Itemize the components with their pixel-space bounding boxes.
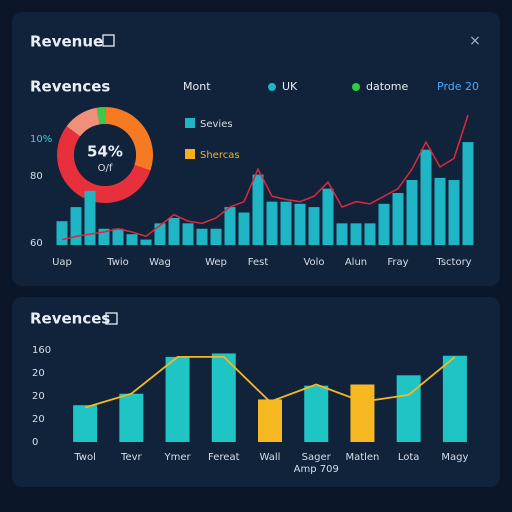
bar <box>462 142 474 245</box>
bar <box>420 149 432 245</box>
bar <box>308 207 320 245</box>
y-tick-label: 20 <box>32 368 45 379</box>
x-tick-label: Wag <box>149 257 171 268</box>
x-tick-label: Uap <box>52 257 72 268</box>
bar <box>378 203 390 245</box>
donut-segment <box>96 107 106 125</box>
link[interactable]: Prde 20 <box>437 80 479 93</box>
annotation: Amp 709 <box>294 464 339 475</box>
bar <box>304 385 329 442</box>
x-tick-label: Tevr <box>120 452 142 463</box>
donut-segment <box>105 107 153 171</box>
bar <box>364 223 376 245</box>
bar <box>252 174 264 245</box>
bar <box>211 353 236 442</box>
bar <box>182 223 194 245</box>
bar <box>258 399 282 442</box>
y-tick-label: 160 <box>32 345 51 356</box>
legend-label: Sevies <box>200 119 233 130</box>
x-tick-label: Wall <box>260 452 281 463</box>
x-tick-label: Wep <box>205 257 227 268</box>
panel-title: Revences <box>30 310 110 328</box>
x-tick-label: Sager <box>302 452 332 463</box>
donut-segment <box>66 107 100 137</box>
x-tick-label: Fereat <box>208 452 240 463</box>
bar <box>210 228 222 245</box>
donut-center-label: 54% <box>87 143 123 161</box>
bar <box>73 405 98 442</box>
donut-segment <box>57 126 151 204</box>
line <box>84 355 456 409</box>
bar <box>168 217 180 245</box>
bar <box>238 212 250 245</box>
legend-label: Shercas <box>200 150 240 161</box>
icon <box>102 34 115 47</box>
bar <box>165 356 190 442</box>
bar <box>266 201 278 245</box>
bar <box>112 228 124 245</box>
panel-title: Revences <box>30 78 110 96</box>
bar <box>442 355 467 442</box>
bar <box>350 384 375 442</box>
side-label: 60 <box>30 238 43 249</box>
window-title: Revenue <box>30 33 103 51</box>
legend-label: UK <box>282 80 298 93</box>
bar <box>126 234 138 245</box>
y-tick-label: 0 <box>32 437 38 448</box>
bar <box>70 207 82 245</box>
bar <box>196 228 208 245</box>
bar <box>119 393 144 442</box>
donut-center-sub: O/f <box>98 163 113 174</box>
bar <box>406 180 418 245</box>
legend-swatch <box>185 118 195 128</box>
bar <box>336 223 348 245</box>
bar <box>140 239 152 245</box>
x-tick-label: Tsctory <box>435 257 471 268</box>
icon <box>105 312 118 325</box>
x-tick-label: Matlen <box>345 452 379 463</box>
x-tick-label: Twol <box>73 452 96 463</box>
x-tick-label: Lota <box>398 452 420 463</box>
bar <box>98 228 110 245</box>
bar <box>84 190 96 245</box>
bar <box>322 188 334 245</box>
x-tick-label: Magy <box>441 452 468 463</box>
close-button[interactable]: × <box>469 33 481 49</box>
x-tick-label: Volo <box>303 257 324 268</box>
side-label: 80 <box>30 171 43 182</box>
donut-hole <box>74 124 136 186</box>
legend-swatch <box>185 149 195 159</box>
bar <box>224 207 236 245</box>
panel <box>12 12 500 286</box>
x-tick-label: Fray <box>387 257 408 268</box>
y-tick-label: 20 <box>32 414 45 425</box>
tab[interactable]: Mont <box>183 80 211 93</box>
bar <box>434 177 446 245</box>
x-tick-label: Ymer <box>163 452 191 463</box>
bar <box>350 223 362 245</box>
bar <box>396 375 421 442</box>
bar <box>448 180 460 245</box>
x-tick-label: Fest <box>248 257 269 268</box>
bar <box>280 201 292 245</box>
x-tick-label: Twio <box>106 257 129 268</box>
line <box>61 114 469 241</box>
y-tick-label: 20 <box>32 391 45 402</box>
side-label: 10% <box>30 134 52 145</box>
legend-dot <box>352 83 360 91</box>
legend-label: datome <box>366 80 408 93</box>
bar <box>154 223 166 245</box>
legend-dot <box>268 83 276 91</box>
bar <box>56 221 68 245</box>
bar <box>392 193 404 245</box>
bar <box>294 203 306 245</box>
x-tick-label: Alun <box>345 257 367 268</box>
